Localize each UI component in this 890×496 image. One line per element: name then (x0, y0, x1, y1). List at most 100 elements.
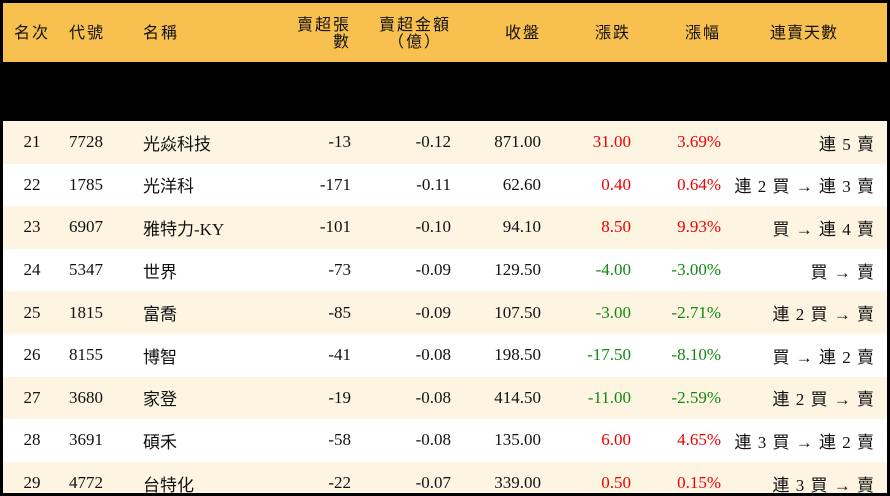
cell-change-pct: 0.15% (677, 473, 721, 493)
cell-streak: 連 3 買 → 賣 (772, 475, 875, 493)
cell-net-sell-lots: -85 (328, 302, 351, 322)
table-row: 23 6907 雅特力-KY -101 -0.10 94.10 8.50 9.9… (3, 206, 887, 249)
cell-net-sell-amount: -0.11 (416, 174, 451, 194)
cell-code: 1815 (69, 302, 103, 322)
cell-rank: 24 (23, 260, 41, 280)
cell-code: 1785 (69, 174, 103, 194)
cell-change: -4.00 (595, 260, 631, 280)
cell-close: 871.00 (494, 132, 541, 152)
cell-rank: 28 (23, 430, 41, 450)
cell-change: -17.50 (587, 345, 631, 365)
header-divider (3, 62, 887, 121)
cell-name: 光焱科技 (143, 134, 211, 154)
cell-change: -3.00 (595, 302, 631, 322)
cell-close: 198.50 (494, 345, 541, 365)
cell-net-sell-amount: -0.12 (415, 132, 451, 152)
cell-net-sell-lots: -58 (328, 430, 351, 450)
header-net-sell-lots: 賣超張數 (296, 14, 351, 51)
header-net-sell-amount-line2: （億） (387, 31, 442, 51)
cell-name: 光洋科 (143, 177, 194, 197)
header-streak: 連賣天數 (769, 23, 838, 42)
cell-code: 3691 (69, 430, 103, 450)
cell-change-pct: 3.69% (677, 132, 721, 152)
cell-net-sell-amount: -0.09 (415, 302, 451, 322)
cell-change-pct: -2.59% (671, 387, 721, 407)
cell-rank: 27 (23, 387, 41, 407)
cell-net-sell-amount: -0.09 (415, 260, 451, 280)
cell-streak: 連 3 買 → 連 2 賣 (734, 432, 875, 452)
cell-change: 6.00 (601, 430, 631, 450)
cell-code: 6907 (69, 217, 103, 237)
cell-net-sell-lots: -19 (328, 387, 351, 407)
cell-streak: 買 → 連 4 賣 (772, 219, 875, 239)
cell-streak: 連 2 買 → 賣 (772, 390, 875, 410)
cell-rank: 21 (23, 132, 41, 152)
cell-streak: 買 → 連 2 賣 (772, 347, 875, 367)
table-row: 24 5347 世界 -73 -0.09 129.50 -4.00 -3.00%… (3, 248, 887, 292)
cell-rank: 26 (23, 345, 41, 365)
header-net-sell-amount: 賣超金額 （億） (351, 3, 451, 62)
cell-net-sell-lots: -101 (319, 217, 351, 237)
cell-change: 31.00 (592, 132, 631, 152)
header-rank: 名次 (13, 23, 50, 42)
cell-rank: 29 (23, 473, 41, 493)
table-body: 21 7728 光焱科技 -13 -0.12 871.00 31.00 3.69… (3, 121, 887, 493)
table-row: 21 7728 光焱科技 -13 -0.12 871.00 31.00 3.69… (3, 121, 887, 164)
cell-change-pct: -3.00% (671, 260, 721, 280)
table-row: 28 3691 碩禾 -58 -0.08 135.00 6.00 4.65% 連… (3, 419, 887, 462)
cell-code: 8155 (69, 345, 103, 365)
cell-streak: 連 2 買 → 賣 (772, 305, 875, 325)
header-name: 名稱 (143, 23, 180, 42)
cell-name: 家登 (143, 390, 177, 410)
cell-close: 339.00 (494, 473, 541, 493)
cell-change-pct: 9.93% (677, 217, 721, 237)
cell-change-pct: -2.71% (671, 302, 721, 322)
table-row: 27 3680 家登 -19 -0.08 414.50 -11.00 -2.59… (3, 376, 887, 420)
net-sell-ranking-table-frame: 名次 代號 名稱 賣超張數 賣超金額 （億） 收盤 漲跌 漲幅 連賣天數 21 … (3, 3, 887, 493)
table-header-row: 名次 代號 名稱 賣超張數 賣超金額 （億） 收盤 漲跌 漲幅 連賣天數 (3, 3, 887, 62)
cell-net-sell-amount: -0.08 (415, 345, 451, 365)
cell-streak: 買 → 賣 (810, 262, 875, 282)
header-net-sell-amount-line1: 賣超金額 (378, 14, 451, 34)
cell-net-sell-lots: -73 (328, 260, 351, 280)
cell-streak: 連 2 買 → 連 3 賣 (734, 177, 875, 197)
cell-close: 62.60 (502, 174, 541, 194)
cell-change: 0.40 (601, 174, 631, 194)
cell-change-pct: 4.65% (677, 430, 721, 450)
cell-streak: 連 5 賣 (819, 134, 875, 154)
cell-name: 雅特力-KY (143, 219, 225, 239)
cell-name: 世界 (143, 262, 177, 282)
cell-rank: 22 (23, 174, 41, 194)
cell-net-sell-lots: -13 (328, 132, 351, 152)
cell-rank: 25 (23, 302, 41, 322)
table-row: 22 1785 光洋科 -171 -0.11 62.60 0.40 0.64% … (3, 163, 887, 207)
cell-change-pct: 0.64% (677, 174, 721, 194)
cell-net-sell-lots: -22 (328, 473, 351, 493)
cell-net-sell-amount: -0.07 (415, 473, 451, 493)
cell-code: 7728 (69, 132, 103, 152)
cell-change: -11.00 (587, 387, 631, 407)
cell-net-sell-amount: -0.08 (415, 430, 451, 450)
cell-net-sell-amount: -0.08 (415, 387, 451, 407)
net-sell-ranking-table: 名次 代號 名稱 賣超張數 賣超金額 （億） 收盤 漲跌 漲幅 連賣天數 21 … (3, 3, 887, 493)
cell-change: 8.50 (601, 217, 631, 237)
header-code: 代號 (69, 23, 106, 42)
header-change: 漲跌 (594, 23, 631, 42)
cell-name: 富喬 (143, 305, 177, 325)
header-close: 收盤 (504, 23, 541, 42)
cell-net-sell-lots: -41 (328, 345, 351, 365)
table-row: 29 4772 台特化 -22 -0.07 339.00 0.50 0.15% … (3, 461, 887, 493)
table-row: 25 1815 富喬 -85 -0.09 107.50 -3.00 -2.71%… (3, 291, 887, 334)
cell-close: 414.50 (494, 387, 541, 407)
cell-name: 博智 (143, 347, 177, 367)
cell-rank: 23 (23, 217, 41, 237)
cell-net-sell-lots: -171 (319, 174, 351, 194)
cell-name: 台特化 (143, 475, 194, 493)
cell-close: 135.00 (494, 430, 541, 450)
table-row: 26 8155 博智 -41 -0.08 198.50 -17.50 -8.10… (3, 333, 887, 377)
header-change-pct: 漲幅 (684, 23, 721, 42)
cell-name: 碩禾 (143, 432, 177, 452)
cell-code: 3680 (69, 387, 103, 407)
cell-change: 0.50 (601, 473, 631, 493)
cell-code: 5347 (69, 260, 103, 280)
